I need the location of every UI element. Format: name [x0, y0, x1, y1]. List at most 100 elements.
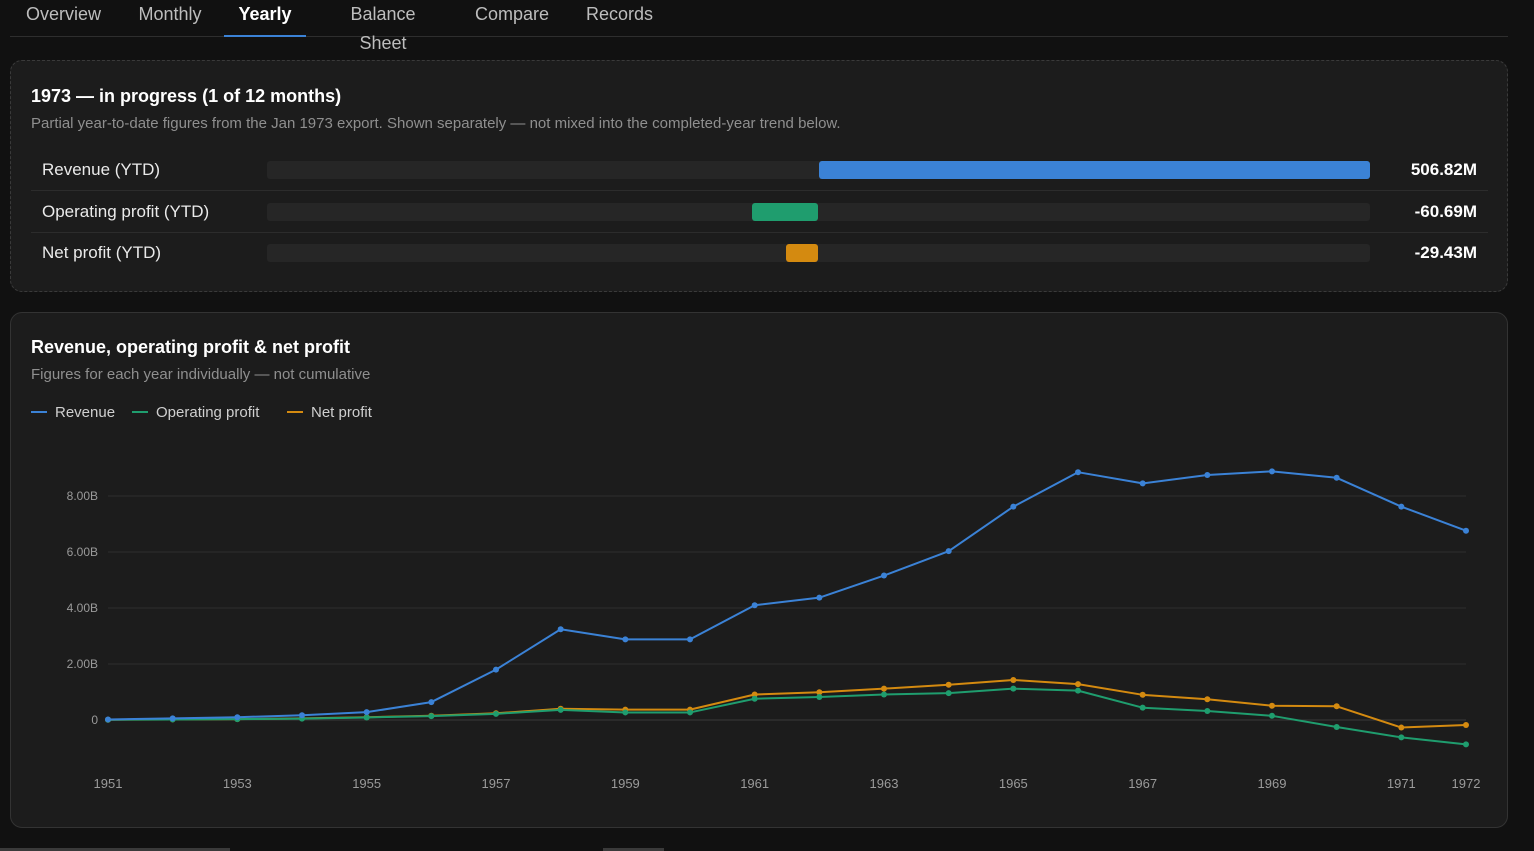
data-point-revenue [493, 666, 499, 673]
data-point-operating-profit [751, 695, 758, 702]
trend-subtitle: Figures for each year individually — not… [31, 366, 371, 383]
data-point-net-profit [751, 691, 758, 698]
ytd-row-operating-profit: Operating profit (YTD) -60.69M [31, 191, 1488, 233]
legend-item-operating-profit[interactable]: Operating profit [132, 403, 259, 423]
data-point-net-profit [1204, 696, 1211, 703]
ytd-title: 1973 — in progress (1 of 12 months) [31, 86, 342, 106]
data-point-revenue [1204, 472, 1211, 478]
data-point-revenue [1269, 468, 1275, 475]
legend-item-net-profit[interactable]: Net profit [287, 403, 372, 423]
ytd-bar-operating-profit [752, 203, 819, 221]
x-tick-label: 1972 [1452, 776, 1481, 791]
trend-chart: 0 2.00B 4.00B 6.00B 8.00B 1951 1953 1955 1957 195… [67, 468, 1481, 791]
tab-monthly[interactable]: Monthly [138, 4, 202, 24]
trend-card: Revenue, operating profit & net profit F… [10, 312, 1508, 828]
data-point-net-profit [945, 681, 952, 688]
data-point-operating-profit [1463, 741, 1469, 748]
data-point-net-profit [1269, 702, 1275, 709]
x-tick-label: 1967 [1128, 776, 1157, 791]
data-point-net-profit [1398, 724, 1405, 731]
data-point-operating-profit [1333, 724, 1340, 730]
data-point-net-profit [1139, 691, 1146, 698]
data-point-operating-profit [945, 690, 952, 697]
y-tick-label: 8.00B [67, 489, 98, 503]
data-point-operating-profit [1010, 685, 1017, 692]
trend-title: Revenue, operating profit & net profit [31, 337, 351, 357]
series-line-revenue [107, 470, 1467, 721]
y-tick-label: 4.00B [67, 601, 98, 615]
data-point-revenue [299, 712, 305, 719]
scrollbar-left[interactable] [0, 848, 230, 851]
x-tick-label: 1955 [352, 776, 381, 791]
data-point-revenue [1463, 527, 1469, 534]
data-point-revenue [881, 572, 887, 579]
legend-swatch-net-profit [287, 411, 303, 414]
ytd-subtitle: Partial year-to-date figures from the Ja… [31, 115, 841, 132]
data-point-operating-profit [1204, 708, 1211, 715]
x-tick-label: 1969 [1258, 776, 1287, 791]
data-point-revenue [1139, 480, 1146, 487]
x-tick-label: 1961 [740, 776, 769, 791]
view-tabs: Overview Monthly Yearly Balance Sheet Co… [10, 0, 1508, 53]
data-point-operating-profit [557, 706, 564, 713]
ytd-bar-net-profit [786, 244, 819, 262]
ytd-row-revenue: Revenue (YTD) 506.82M [31, 149, 1488, 191]
x-tick-label: 1963 [870, 776, 899, 791]
ytd-row-net-profit: Net profit (YTD) -29.43M [31, 232, 1488, 273]
x-tick-label: 1951 [94, 776, 123, 791]
data-point-revenue [1333, 474, 1340, 481]
tab-records[interactable]: Records [586, 4, 654, 24]
tab-yearly[interactable]: Yearly [224, 0, 306, 37]
data-point-revenue [816, 594, 823, 601]
data-point-operating-profit [622, 709, 629, 716]
legend-swatch-operating-profit [132, 411, 148, 414]
legend-label-revenue: Revenue [55, 404, 116, 421]
data-point-operating-profit [881, 691, 887, 698]
tab-overview[interactable]: Overview [26, 4, 102, 24]
data-point-revenue [428, 699, 435, 706]
series-line-operating-profit [107, 687, 1467, 746]
legend-item-revenue[interactable]: Revenue [31, 403, 115, 423]
scrollbar-thumb[interactable] [603, 848, 664, 851]
data-point-operating-profit [363, 714, 370, 721]
data-point-operating-profit [816, 694, 823, 701]
data-point-operating-profit [1398, 734, 1405, 741]
data-point-revenue [1010, 503, 1017, 510]
tab-balance-sheet[interactable]: Balance Sheet [350, 4, 416, 53]
data-point-net-profit [881, 685, 887, 692]
ytd-label-net-profit: Net profit (YTD) [42, 243, 162, 262]
legend-label-net-profit: Net profit [311, 404, 372, 421]
data-point-revenue [687, 636, 693, 643]
data-point-revenue [557, 626, 564, 633]
ytd-track-revenue [267, 161, 1370, 179]
data-point-net-profit [1075, 681, 1081, 688]
data-point-operating-profit [687, 709, 693, 716]
data-point-revenue [234, 714, 241, 721]
x-tick-label: 1971 [1387, 776, 1416, 791]
data-point-operating-profit [428, 713, 435, 720]
data-point-operating-profit [1269, 712, 1275, 719]
y-tick-label: 2.00B [67, 657, 98, 671]
ytd-bar-revenue [818, 161, 1370, 179]
data-point-net-profit [1010, 676, 1017, 683]
data-point-revenue [1398, 503, 1405, 510]
data-point-revenue [105, 716, 111, 723]
data-point-revenue [622, 636, 629, 643]
data-point-revenue [363, 709, 370, 716]
data-point-revenue [1075, 469, 1081, 476]
data-point-operating-profit [1075, 687, 1081, 694]
x-tick-label: 1959 [611, 776, 640, 791]
tab-compare[interactable]: Compare [475, 4, 550, 24]
ytd-card: 1973 — in progress (1 of 12 months) Part… [10, 60, 1508, 292]
ytd-label-revenue: Revenue (YTD) [42, 160, 161, 179]
x-tick-label: 1957 [482, 776, 511, 791]
data-point-revenue [169, 715, 176, 722]
data-point-net-profit [1333, 703, 1340, 710]
data-point-net-profit [1463, 722, 1469, 729]
x-tick-label: 1965 [999, 776, 1028, 791]
data-point-revenue [751, 602, 758, 609]
ytd-value-revenue: 506.82M [1410, 160, 1477, 179]
ytd-label-operating-profit: Operating profit (YTD) [42, 202, 210, 221]
y-tick-label: 0 [91, 713, 98, 727]
ytd-value-net-profit: -29.43M [1414, 243, 1477, 262]
